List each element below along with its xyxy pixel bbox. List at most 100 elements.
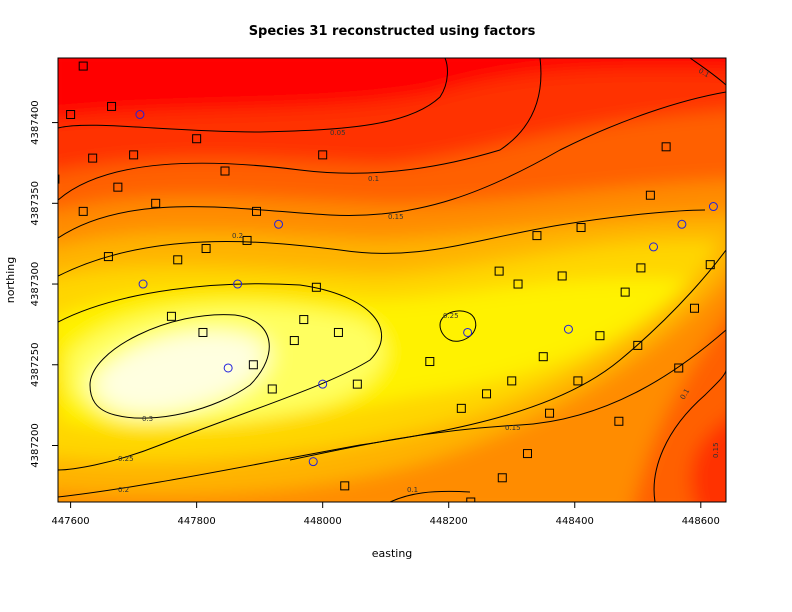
contour-lines (58, 58, 726, 502)
plot-border (57, 57, 727, 503)
y-tick-label: 4387250 (30, 342, 41, 387)
contour-label: 0.15 (505, 424, 521, 432)
sample-square-point (633, 340, 643, 350)
sample-square-point (466, 497, 476, 502)
x-tick-label: 448000 (304, 516, 342, 527)
sample-circle-point (677, 219, 687, 229)
x-tick-label: 448200 (430, 516, 468, 527)
x-tick-label: 448600 (682, 516, 720, 527)
contour-0-3 (89, 314, 270, 419)
contour-label: 0.25 (118, 455, 134, 463)
sample-square-point (311, 282, 321, 292)
sample-square-point (252, 206, 262, 216)
sample-square-point (113, 182, 123, 192)
sample-square-point (129, 150, 139, 160)
contour-0-15-lower (289, 329, 726, 461)
contour-label: 0.3 (142, 415, 153, 423)
sample-square-point (318, 150, 328, 160)
sample-circle-point (135, 110, 145, 120)
sample-square-point (58, 174, 60, 184)
x-axis-label: easting (372, 547, 413, 560)
contour-0-25-upper (58, 283, 382, 471)
y-axis-label: northing (4, 257, 17, 304)
sample-square-point (532, 231, 542, 241)
y-tick-label: 4387300 (30, 262, 41, 307)
x-axis: 447600 447800 448000 448200 448400 448600 (52, 502, 720, 527)
sample-square-point (88, 153, 98, 163)
sample-square-point (522, 449, 532, 459)
x-tick-label: 448400 (556, 516, 594, 527)
sample-square-point (497, 473, 507, 483)
y-axis: 4387200 4387250 4387300 4387350 4387400 (30, 100, 58, 468)
sample-square-point (78, 206, 88, 216)
heatmap-field (58, 58, 726, 502)
sample-square-point (545, 408, 555, 418)
sample-square-point (78, 61, 88, 71)
y-tick-label: 4387350 (30, 181, 41, 226)
sample-square-point (674, 363, 684, 373)
contour-label: 0.15 (388, 213, 404, 221)
sample-square-point (151, 198, 161, 208)
sample-square-point (661, 142, 671, 152)
contour-label: 0.2 (118, 486, 129, 494)
sample-square-point (557, 271, 567, 281)
x-tick-label: 447800 (178, 516, 216, 527)
sample-circle-point (223, 363, 233, 373)
plot-area: 0.05 0.1 0.15 0.2 0.25 0.3 0.1 0.15 0.2 … (58, 58, 726, 502)
sample-circle-point (463, 327, 473, 337)
contour-0-05 (58, 58, 448, 133)
contour-0-2-upper (58, 209, 706, 277)
contour-label: 0.1 (407, 486, 418, 494)
contour-label: 0.2 (232, 232, 243, 240)
sample-square-point (538, 352, 548, 362)
contour-0-1-top-right (689, 58, 726, 86)
sample-square-point (705, 260, 715, 270)
sample-square-point (620, 287, 630, 297)
sample-square-point (201, 244, 211, 254)
contour-label: 0.05 (330, 129, 346, 137)
sample-square-point (198, 327, 208, 337)
sample-square-point (192, 134, 202, 144)
sample-square-point (340, 481, 350, 491)
chart-title: Species 31 reconstructed using factors (249, 24, 536, 39)
sample-circle-point (563, 324, 573, 334)
sample-square-point (267, 384, 277, 394)
sample-square-point (107, 101, 117, 111)
contour-label: 0.25 (443, 312, 459, 320)
sample-square-point (220, 166, 230, 176)
contour-label: 0.1 (368, 175, 379, 183)
sample-square-point (689, 303, 699, 313)
sample-circle-point (318, 379, 328, 389)
sample-square-point (248, 360, 258, 370)
sample-circle-point (649, 242, 659, 252)
sample-square-point (289, 336, 299, 346)
sample-square-point (645, 190, 655, 200)
sample-square-point (456, 403, 466, 413)
sample-square-point (576, 223, 586, 233)
contour-0-1-right (653, 369, 726, 502)
sample-square-point (636, 263, 646, 273)
sample-square-point (352, 379, 362, 389)
heat-band-9 (100, 336, 258, 409)
sample-circle-point (708, 202, 718, 212)
sample-circle-point (308, 457, 318, 467)
sample-square-point (425, 357, 435, 367)
sample-square-point (573, 376, 583, 386)
sample-square-point (66, 110, 76, 120)
sample-circle-point (274, 219, 284, 229)
sample-square-point (173, 255, 183, 265)
sample-square-point (513, 279, 523, 289)
contour-0-25-spot (439, 310, 477, 342)
sample-square-point (103, 252, 113, 262)
sample-square-point (242, 235, 252, 245)
contour-0-1-upper (58, 58, 542, 201)
contour-0-2-lower (58, 249, 726, 498)
sample-square-point (595, 331, 605, 341)
sample-circle-point (233, 279, 243, 289)
sample-square-point (299, 315, 309, 325)
sample-square-point (494, 266, 504, 276)
sample-square-point (482, 389, 492, 399)
sample-square-point (614, 416, 624, 426)
sample-circle-point (138, 279, 148, 289)
